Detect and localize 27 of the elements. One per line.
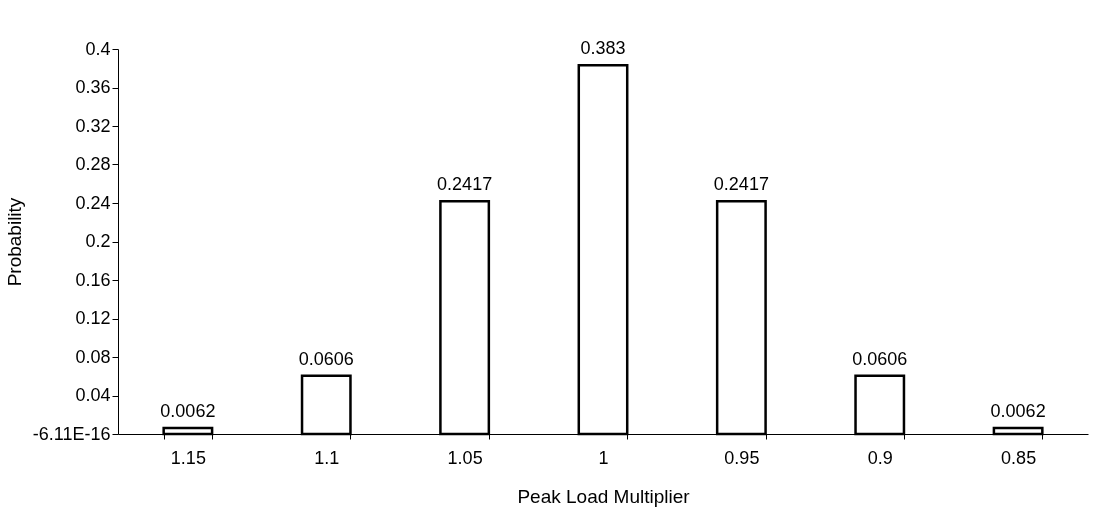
x-axis-title: Peak Load Multiplier [517, 485, 691, 507]
data-label: 0.0606 [298, 348, 354, 369]
y-tick-label: 0.12 [75, 308, 111, 328]
y-axis-title: Probability [3, 197, 25, 287]
data-label: 0.2417 [713, 174, 769, 195]
data-label: 0.2417 [437, 174, 493, 195]
y-tick-label: 0.04 [75, 385, 111, 405]
data-label: 0.383 [580, 38, 626, 59]
data-label: 0.0062 [990, 401, 1046, 422]
y-tick-label: 0.32 [75, 115, 111, 136]
y-tick-label: 0.36 [75, 77, 111, 97]
x-tick-label: 1.15 [170, 447, 206, 468]
y-tick-label: 0.28 [75, 154, 111, 174]
x-tick-label: 1.1 [314, 447, 340, 468]
y-tick-label: -6.11E-16 [32, 423, 111, 444]
x-tick-label: 1 [598, 447, 609, 468]
y-tick-label: 0.16 [75, 269, 111, 290]
y-tick-label: 0.4 [85, 38, 111, 59]
y-tick-label: 0.24 [75, 192, 111, 213]
x-tick-label: 0.9 [867, 447, 893, 468]
data-label: 0.0062 [160, 401, 216, 422]
data-label: 0.0606 [852, 348, 908, 369]
y-tick-label: 0.2 [85, 231, 111, 251]
y-tick-label: 0.08 [75, 346, 111, 367]
x-tick-label: 0.95 [724, 447, 760, 468]
x-tick-label: 1.05 [447, 447, 483, 468]
x-tick-label: 0.85 [1001, 447, 1037, 468]
